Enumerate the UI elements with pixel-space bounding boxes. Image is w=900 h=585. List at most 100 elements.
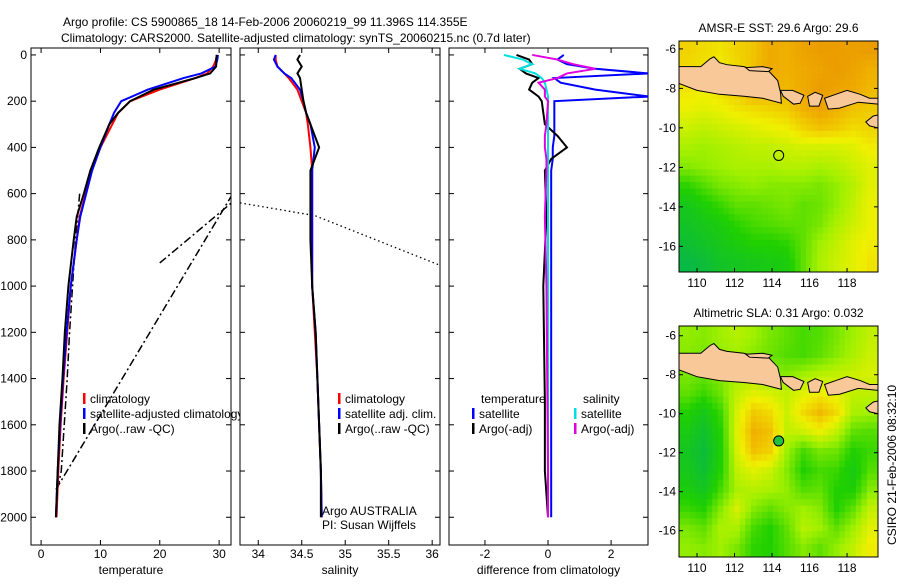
heatmap-cell — [872, 415, 878, 423]
heatmap-cell — [817, 550, 824, 557]
heatmap-cell — [817, 252, 824, 260]
x-tick-label: 114 — [762, 561, 781, 575]
heatmap-cell — [728, 150, 735, 158]
heatmap-cell — [701, 338, 708, 346]
heatmap-cell — [866, 111, 874, 119]
heatmap-cell — [756, 454, 763, 462]
heatmap-cell — [817, 246, 824, 254]
legend-label: satellite-adjusted climatology — [90, 407, 243, 421]
heatmap-cell — [822, 460, 829, 468]
heatmap-cell — [684, 188, 691, 196]
heatmap-cell — [756, 227, 763, 235]
heatmap-cell — [872, 92, 878, 100]
heatmap-cell — [844, 332, 851, 340]
heatmap-cell — [712, 265, 719, 272]
heatmap-cell — [811, 53, 818, 61]
heatmap-cell — [690, 396, 697, 404]
heatmap-cell — [772, 345, 780, 353]
heatmap-cell — [761, 150, 769, 158]
heatmap-cell — [690, 524, 697, 532]
heatmap-cell — [745, 396, 752, 404]
heatmap-cell — [717, 447, 724, 455]
heatmap-cell — [828, 259, 835, 267]
heatmap-cell — [866, 41, 874, 49]
heatmap-cell — [795, 428, 802, 436]
heatmap-cell — [784, 188, 791, 196]
heatmap-cell — [734, 111, 741, 119]
heatmap-cell — [734, 409, 741, 417]
heatmap-cell — [839, 47, 846, 55]
heatmap-cell — [695, 265, 702, 272]
heatmap-cell — [734, 460, 741, 468]
map-title: AMSR-E SST: 29.6 Argo: 29.6 — [698, 21, 858, 35]
heatmap-cell — [739, 214, 746, 222]
heatmap-cell — [784, 370, 791, 378]
heatmap-cell — [761, 332, 769, 340]
heatmap-cell — [695, 396, 702, 404]
heatmap-cell — [706, 383, 713, 391]
heatmap-cell — [728, 265, 735, 272]
heatmap-cell — [833, 73, 840, 81]
heatmap-cell — [839, 265, 846, 272]
heatmap-cell — [866, 326, 874, 334]
heatmap-cell — [723, 383, 730, 391]
heatmap-cell — [833, 227, 840, 235]
heatmap-cell — [750, 53, 757, 61]
heatmap-cell — [717, 441, 724, 449]
heatmap-cell — [800, 428, 807, 436]
heatmap-cell — [822, 47, 829, 55]
heatmap-cell — [756, 332, 763, 340]
heatmap-cell — [750, 512, 757, 520]
heatmap-cell — [850, 435, 857, 443]
heatmap-cell — [679, 338, 686, 346]
heatmap-cell — [866, 265, 874, 272]
heatmap-cell — [701, 396, 708, 404]
heatmap-cell — [784, 150, 791, 158]
heatmap-cell — [756, 201, 763, 209]
heatmap-cell — [811, 182, 818, 190]
heatmap-cell — [789, 441, 796, 449]
x-axis-label: temperature — [99, 563, 164, 577]
heatmap-cell — [684, 207, 691, 215]
heatmap-cell — [701, 265, 708, 272]
heatmap-cell — [850, 246, 857, 254]
heatmap-cell — [850, 505, 857, 513]
heatmap-cell — [745, 345, 752, 353]
heatmap-cell — [817, 207, 824, 215]
heatmap-cell — [739, 105, 746, 113]
heatmap-cell — [734, 422, 741, 430]
heatmap-cell — [684, 383, 691, 391]
heatmap-cell — [745, 169, 752, 177]
heatmap-cell — [701, 130, 708, 138]
heatmap-cell — [833, 47, 840, 55]
heatmap-cell — [784, 518, 791, 526]
heatmap-cell — [866, 396, 874, 404]
heatmap-cell — [855, 201, 863, 209]
heatmap-cell — [701, 383, 708, 391]
heatmap-cell — [817, 370, 824, 378]
heatmap-cell — [800, 201, 807, 209]
heatmap-cell — [684, 220, 691, 228]
heatmap-cell — [784, 130, 791, 138]
heatmap-cell — [717, 544, 724, 552]
heatmap-cell — [833, 370, 840, 378]
heatmap-cell — [756, 143, 763, 151]
heatmap-cell — [778, 396, 785, 404]
heatmap-cell — [701, 422, 708, 430]
heatmap-cell — [800, 370, 807, 378]
heatmap-cell — [850, 188, 857, 196]
heatmap-cell — [778, 53, 785, 61]
heatmap-cell — [690, 182, 697, 190]
heatmap-cell — [739, 233, 746, 241]
heatmap-cell — [817, 41, 824, 49]
heatmap-cell — [784, 544, 791, 552]
legend-label: climatology — [345, 392, 405, 406]
heatmap-cell — [690, 537, 697, 545]
heatmap-cell — [795, 111, 802, 119]
annotation-text: PI: Susan Wijffels — [322, 518, 416, 532]
heatmap-cell — [844, 473, 851, 481]
heatmap-cell — [679, 195, 686, 203]
heatmap-cell — [772, 537, 780, 545]
heatmap-cell — [734, 326, 741, 334]
heatmap-cell — [817, 182, 824, 190]
